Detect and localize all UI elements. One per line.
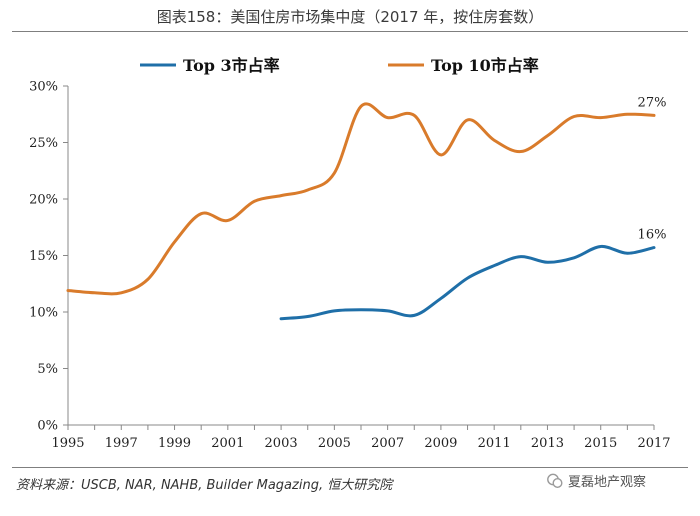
watermark: 夏磊地产观察: [546, 471, 646, 490]
x-tick-label: 2015: [584, 436, 617, 451]
x-tick-label: 2017: [637, 436, 670, 451]
x-tick-label: 1997: [105, 436, 138, 451]
x-tick-label: 2001: [211, 436, 244, 451]
legend-label-top10: Top 10市占率: [431, 56, 539, 75]
axes: 0% 5% 10% 15% 20% 25% 30% 1995 1997 1999 2001 2003 2…: [29, 80, 670, 452]
series-line-top10: [66, 102, 656, 296]
y-tick-label: 10%: [29, 306, 58, 321]
wechat-icon: [547, 473, 563, 488]
plot-area: 16% 27%: [66, 95, 667, 321]
x-tick-label: 1995: [51, 436, 84, 451]
y-tick-label: 0%: [37, 419, 58, 434]
source-note: 资料来源：USCB, NAR, NAHB, Builder Magazing, …: [16, 478, 393, 493]
watermark-text: 夏磊地产观察: [568, 475, 647, 490]
y-tick-label: 20%: [29, 193, 58, 208]
chart-title: 图表158：美国住房市场集中度（2017 年，按住房套数）: [156, 8, 544, 26]
series-line-top3: [279, 244, 656, 321]
line-chart: Top 3市占率 Top 10市占率 0% 5% 10% 15% 20% 25% 30% 19…: [29, 56, 670, 452]
x-tick-label: 2013: [531, 436, 564, 451]
y-tick-label: 5%: [37, 362, 58, 377]
x-tick-label: 2009: [424, 436, 457, 451]
legend: Top 3市占率 Top 10市占率: [140, 56, 539, 75]
end-label-top10: 27%: [638, 95, 667, 110]
bottom-divider: [12, 467, 688, 468]
x-tick-label: 2011: [478, 436, 511, 451]
y-tick-label: 25%: [29, 136, 58, 151]
y-tick-label: 15%: [29, 249, 58, 264]
y-tick-label: 30%: [29, 80, 58, 95]
x-tick-label: 1999: [158, 436, 191, 451]
x-tick-label: 2005: [318, 436, 351, 451]
x-tick-label: 2007: [371, 436, 404, 451]
top-divider: [12, 31, 688, 32]
legend-label-top3: Top 3市占率: [183, 56, 280, 75]
end-label-top3: 16%: [638, 228, 667, 243]
x-tick-label: 2003: [265, 436, 298, 451]
